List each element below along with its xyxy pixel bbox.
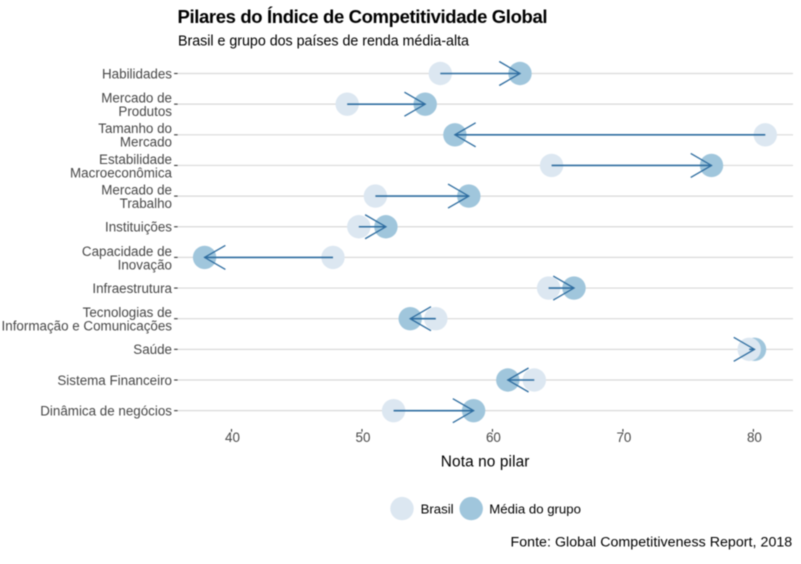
svg-text:Brasil e grupo dos países de r: Brasil e grupo dos países de renda média…: [178, 34, 469, 50]
svg-text:50: 50: [356, 430, 371, 445]
svg-text:Produtos: Produtos: [118, 104, 172, 119]
svg-text:Nota no pilar: Nota no pilar: [441, 454, 530, 471]
svg-text:Brasil: Brasil: [421, 501, 454, 516]
svg-text:Saúde: Saúde: [133, 342, 172, 357]
svg-text:Habilidades: Habilidades: [102, 66, 172, 81]
svg-text:Fonte: Global Competitiveness: Fonte: Global Competitiveness Report, 20…: [511, 535, 793, 551]
svg-text:Inovação: Inovação: [118, 257, 172, 272]
svg-text:Sistema Financeiro: Sistema Financeiro: [57, 373, 172, 388]
svg-text:Informação e Comunicações: Informação e Comunicações: [2, 319, 173, 334]
svg-text:Tamanho do: Tamanho do: [98, 121, 172, 136]
svg-text:Mercado de: Mercado de: [101, 183, 172, 198]
svg-text:80: 80: [747, 430, 762, 445]
svg-text:Infraestrutura: Infraestrutura: [92, 281, 172, 296]
svg-text:Trabalho: Trabalho: [120, 196, 172, 211]
svg-text:40: 40: [225, 430, 240, 445]
svg-text:Mercado de: Mercado de: [101, 91, 172, 106]
svg-text:Tecnologias de: Tecnologias de: [83, 305, 172, 320]
svg-text:60: 60: [486, 430, 501, 445]
svg-text:Pilares do Índice de Competiti: Pilares do Índice de Competitividade Glo…: [178, 6, 548, 27]
svg-text:Capacidade de: Capacidade de: [82, 244, 172, 259]
svg-text:Dinâmica de negócios: Dinâmica de negócios: [40, 403, 172, 418]
svg-text:Mercado: Mercado: [120, 135, 172, 150]
svg-text:70: 70: [616, 430, 631, 445]
svg-text:Macroeconômica: Macroeconômica: [70, 165, 173, 180]
svg-text:Instituições: Instituições: [105, 220, 172, 235]
svg-text:Estabilidade: Estabilidade: [99, 152, 172, 167]
svg-text:Média do grupo: Média do grupo: [489, 501, 581, 516]
